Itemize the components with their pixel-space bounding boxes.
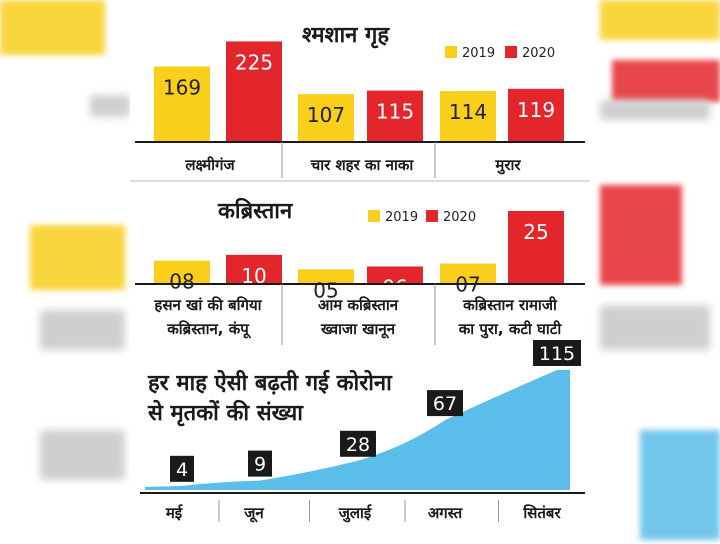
bar-2019 [298,94,354,142]
category-label-laxmiganj: लक्ष्मीगंज [184,156,235,174]
data-label-2019: 169 [163,75,201,99]
legend-label-2020: 2020 [522,46,555,61]
background-red-block-right [612,60,720,102]
background-red-block-right [600,185,682,285]
category-label-aam-line2: ख्वाजा खानून [320,320,396,339]
data-label-2019: 05 [313,278,338,302]
data-label: 4 [176,459,188,481]
data-label-2020: 115 [376,100,414,124]
category-label-ramaji-line2: का पुरा, कटी घाटी [458,320,563,339]
background-text-blur [90,95,130,117]
data-label-2020: 225 [235,50,273,74]
background-text-blur [40,430,125,480]
month-label: जून [243,504,264,523]
data-label: 28 [346,434,370,456]
month-label: मई [165,504,183,522]
category-label-hasan-line2: कब्रिस्तान, कंपू [166,320,252,339]
value-box [170,455,194,482]
legend-label-2019: 2019 [385,210,418,225]
category-label-murar: मुरार [494,156,521,175]
category-label-char-shahar: चार शहर का नाका [310,156,415,174]
bar-2020 [226,41,282,142]
data-label: 67 [433,393,457,415]
category-label-aam-line1: आम कब्रिस्तान [318,296,399,314]
background-text-blur [600,305,710,350]
month-label: जुलाई [338,504,373,523]
data-label-2020: 25 [523,220,548,244]
bar-2020 [508,88,564,142]
data-label-2020: 06 [382,275,407,299]
bar-2019 [440,91,496,142]
bar-2020 [367,90,423,142]
legend-swatch-2020 [426,210,438,222]
chart-title-monthly-line2: से मृतकों की संख्या [147,399,304,427]
data-label: 9 [254,454,266,476]
category-label-hasan-line1: हसन खां की बगिया [153,296,262,314]
chart-title-cremation: श्मशान गृह [302,23,390,49]
bar-2020 [226,254,282,284]
background-text-blur [40,310,125,350]
bar-2019 [440,263,496,284]
data-label-2019: 114 [449,100,487,124]
infographic-panel: श्मशान गृह 2019 2020 169 107 114 225 115 119 … [130,0,590,540]
month-label: सितंबर [522,504,561,522]
background-yellow-block-left [0,0,105,55]
background-yellow-block-left [30,225,125,290]
legend-swatch-2019 [445,46,457,58]
background-yellow-block-right [600,0,720,40]
bar-2019 [154,260,210,284]
data-label-2019: 107 [307,103,345,127]
category-label-ramaji-line1: कब्रिस्तान रामाजी [462,296,558,314]
chart-title-cemetery: कब्रिस्तान [217,197,293,224]
value-box [248,450,272,477]
background-text-blur [600,100,710,120]
month-label: अगस्त [428,504,464,522]
chart-title-monthly-line1: हर माह ऐसी बढ़ती गई कोरोना [147,369,393,396]
bar-2020 [508,211,564,284]
value-box [533,340,581,366]
chart-monthly-deaths: हर माह ऐसी बढ़ती गई कोरोना से मृतकों की … [140,340,585,523]
bar-2019 [298,269,354,284]
legend-label-2019: 2019 [462,46,495,61]
background-blue-block-right [640,430,720,540]
area-series [145,370,570,490]
data-label: 115 [539,343,575,365]
bar-2019 [154,66,210,142]
bar-2020 [367,266,423,284]
data-label-2019: 08 [169,270,194,294]
legend-swatch-2019 [368,210,380,222]
value-box [340,430,376,457]
data-label-2020: 119 [517,98,555,122]
legend-label-2020: 2020 [443,210,476,225]
legend-swatch-2020 [505,46,517,58]
value-box [427,390,463,417]
